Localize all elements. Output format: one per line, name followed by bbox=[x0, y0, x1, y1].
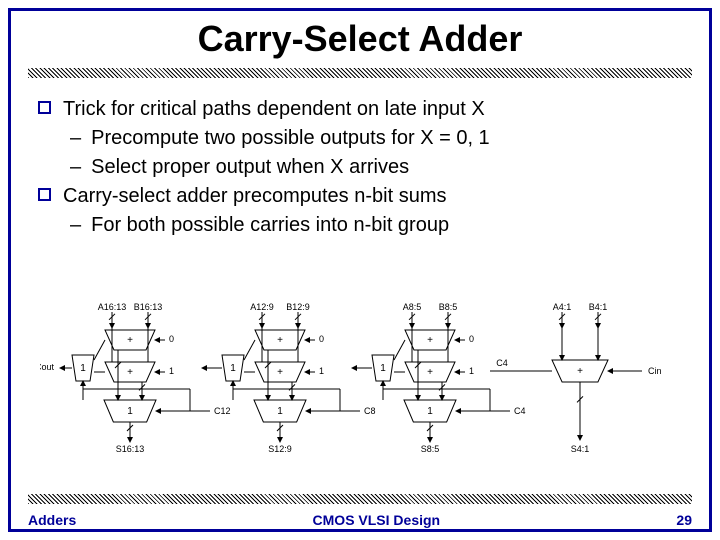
footer: Adders CMOS VLSI Design 29 bbox=[28, 512, 692, 528]
svg-text:S4:1: S4:1 bbox=[571, 444, 590, 454]
svg-text:1: 1 bbox=[380, 363, 386, 374]
svg-text:S8:5: S8:5 bbox=[421, 444, 440, 454]
svg-text:S16:13: S16:13 bbox=[116, 444, 145, 454]
svg-text:1: 1 bbox=[169, 366, 174, 376]
svg-text:+: + bbox=[277, 367, 283, 378]
svg-text:S12:9: S12:9 bbox=[268, 444, 292, 454]
svg-text:1: 1 bbox=[127, 406, 133, 417]
bottom-hatch-bar bbox=[28, 494, 692, 504]
footer-left: Adders bbox=[28, 512, 76, 528]
svg-text:B16:13: B16:13 bbox=[134, 302, 163, 312]
svg-text:B12:9: B12:9 bbox=[286, 302, 310, 312]
svg-text:+: + bbox=[277, 335, 283, 346]
svg-text:+: + bbox=[427, 367, 433, 378]
svg-text:1: 1 bbox=[230, 363, 236, 374]
footer-center: CMOS VLSI Design bbox=[313, 512, 441, 528]
svg-text:1: 1 bbox=[427, 406, 433, 417]
svg-text:A4:1: A4:1 bbox=[553, 302, 572, 312]
svg-text:B8:5: B8:5 bbox=[439, 302, 458, 312]
svg-text:0: 0 bbox=[319, 334, 324, 344]
svg-text:1: 1 bbox=[277, 406, 283, 417]
svg-text:B4:1: B4:1 bbox=[589, 302, 608, 312]
svg-text:0: 0 bbox=[169, 334, 174, 344]
footer-right: 29 bbox=[676, 512, 692, 528]
svg-text:+: + bbox=[127, 335, 133, 346]
svg-text:Cin: Cin bbox=[648, 366, 662, 376]
carry-select-diagram: A16:13 B16:13 +0 +1 1 Cout 1 C12 S16:13 A12:9 B12:… bbox=[40, 300, 680, 465]
svg-text:Cout: Cout bbox=[40, 362, 54, 372]
svg-text:C4: C4 bbox=[514, 406, 526, 416]
svg-text:+: + bbox=[427, 335, 433, 346]
svg-text:C8: C8 bbox=[364, 406, 376, 416]
svg-text:0: 0 bbox=[469, 334, 474, 344]
svg-text:1: 1 bbox=[319, 366, 324, 376]
svg-text:A8:5: A8:5 bbox=[403, 302, 422, 312]
svg-text:C4: C4 bbox=[496, 358, 508, 368]
svg-text:1: 1 bbox=[469, 366, 474, 376]
svg-text:+: + bbox=[577, 366, 583, 377]
svg-text:C12: C12 bbox=[214, 406, 231, 416]
svg-text:A16:13: A16:13 bbox=[98, 302, 127, 312]
svg-text:A12:9: A12:9 bbox=[250, 302, 274, 312]
svg-text:+: + bbox=[127, 367, 133, 378]
svg-text:1: 1 bbox=[80, 363, 86, 374]
